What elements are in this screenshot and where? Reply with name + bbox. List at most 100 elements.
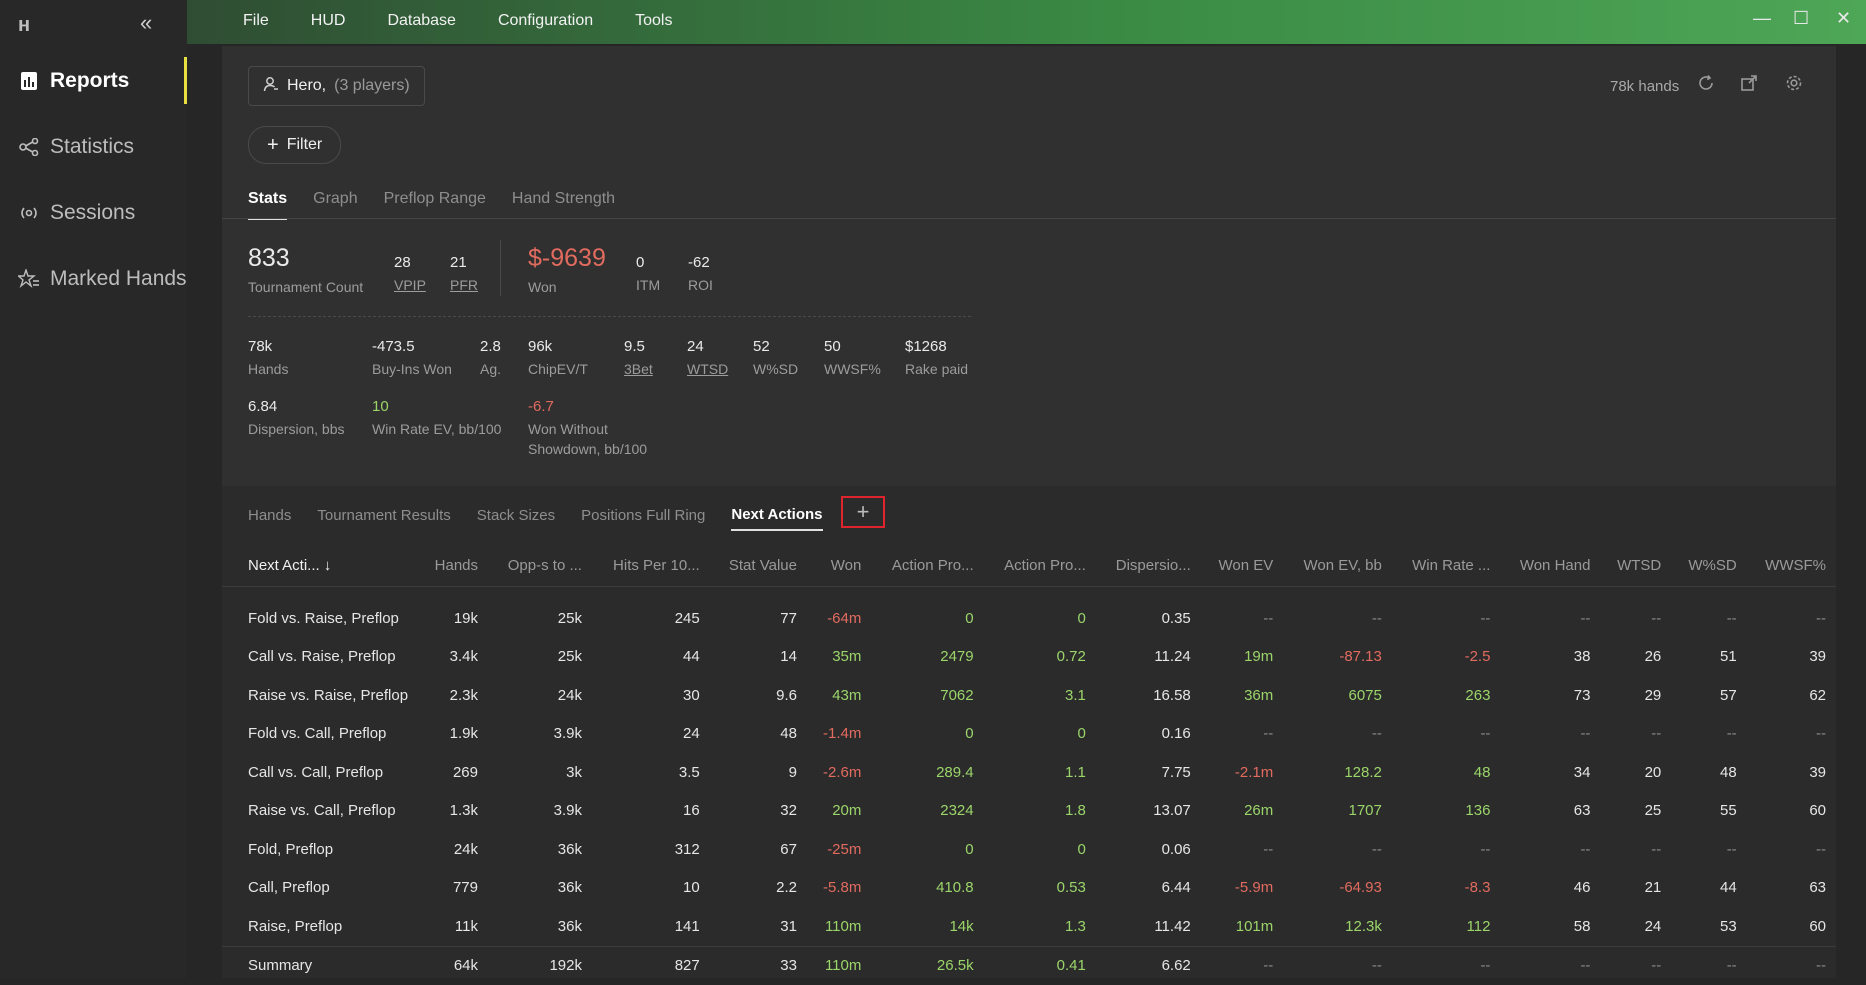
column-header[interactable]: Won — [807, 544, 871, 587]
table-cell: 2324 — [871, 792, 983, 831]
table-cell: 263 — [1392, 676, 1501, 715]
sidebar-item-marked-hands[interactable]: Marked Hands — [18, 259, 187, 299]
stat-buyins-won: -473.5 Buy-Ins Won — [372, 338, 452, 379]
table-cell: 1.1 — [984, 753, 1096, 792]
collapse-sidebar-icon[interactable]: « — [140, 10, 152, 36]
stat-dispersion: 6.84 Dispersion, bbs — [248, 398, 345, 439]
gear-icon[interactable] — [1785, 74, 1803, 97]
tab-stack-sizes[interactable]: Stack Sizes — [477, 507, 555, 530]
table-cell: 19m — [1201, 638, 1284, 677]
stat-vpip[interactable]: 28 VPIP — [394, 254, 426, 295]
sidebar-item-statistics[interactable]: Statistics — [18, 127, 134, 167]
column-header[interactable]: Hands — [418, 544, 488, 587]
filter-button[interactable]: + Filter — [248, 126, 341, 164]
menu-bar: File HUD Database Configuration Tools — [243, 0, 714, 42]
column-header[interactable]: Won Hand — [1500, 544, 1600, 587]
menu-database[interactable]: Database — [387, 12, 456, 30]
table-cell: -5.8m — [807, 869, 871, 908]
refresh-icon[interactable] — [1697, 74, 1715, 97]
sidebar-item-reports[interactable]: Reports — [18, 61, 129, 101]
table-cell: 0 — [984, 587, 1096, 638]
row-label: Raise vs. Raise, Preflop — [222, 676, 418, 715]
tab-stats[interactable]: Stats — [248, 190, 287, 220]
column-header[interactable]: Won EV, bb — [1283, 544, 1392, 587]
minimize-button[interactable]: — — [1753, 8, 1771, 29]
column-header[interactable]: Hits Per 10... — [592, 544, 710, 587]
table-cell: 48 — [1392, 753, 1501, 792]
tab-next-actions[interactable]: Next Actions — [731, 506, 822, 531]
table-cell: 16.58 — [1096, 676, 1201, 715]
column-header[interactable]: Action Pro... — [984, 544, 1096, 587]
column-header[interactable]: WTSD — [1600, 544, 1671, 587]
column-header[interactable]: Stat Value — [710, 544, 807, 587]
column-header[interactable]: Dispersio... — [1096, 544, 1201, 587]
table-cell: -- — [1671, 830, 1746, 869]
row-label: Call vs. Call, Preflop — [222, 753, 418, 792]
table-cell: 0.16 — [1096, 715, 1201, 754]
table-cell: -- — [1283, 946, 1392, 985]
table-cell: 26m — [1201, 792, 1284, 831]
table-cell: 0 — [871, 830, 983, 869]
row-label: Fold vs. Call, Preflop — [222, 715, 418, 754]
tab-hands[interactable]: Hands — [248, 507, 291, 530]
table-cell: 1707 — [1283, 792, 1392, 831]
table-cell: 60 — [1747, 792, 1836, 831]
stat-wtsd[interactable]: 24 WTSD — [687, 338, 728, 379]
table-cell: 26 — [1600, 638, 1671, 677]
column-header[interactable]: WWSF% — [1747, 544, 1836, 587]
column-header[interactable]: Next Acti... ↓ — [222, 544, 418, 587]
table-cell: 3.9k — [488, 715, 592, 754]
table-cell: 7062 — [871, 676, 983, 715]
table-cell: 19k — [418, 587, 488, 638]
tab-hand-strength[interactable]: Hand Strength — [512, 190, 615, 220]
table-cell: -- — [1600, 946, 1671, 985]
table-cell: -- — [1283, 715, 1392, 754]
column-header[interactable]: Won EV — [1201, 544, 1284, 587]
tab-preflop-range[interactable]: Preflop Range — [384, 190, 486, 220]
table-cell: 63 — [1747, 869, 1836, 908]
add-report-tab-button[interactable]: + — [841, 496, 885, 528]
sidebar-item-sessions[interactable]: Sessions — [18, 193, 135, 233]
stat-3bet[interactable]: 9.5 3Bet — [624, 338, 653, 379]
stat-roi: -62 ROI — [688, 254, 713, 295]
menu-file[interactable]: File — [243, 12, 269, 30]
broadcast-icon — [18, 202, 40, 224]
row-label: Fold, Preflop — [222, 830, 418, 869]
table-cell: -- — [1500, 830, 1600, 869]
menu-tools[interactable]: Tools — [635, 12, 672, 30]
table-cell: -- — [1671, 715, 1746, 754]
share-nodes-icon — [18, 136, 40, 158]
column-header[interactable]: W%SD — [1671, 544, 1746, 587]
column-header[interactable]: Opp-s to ... — [488, 544, 592, 587]
menu-configuration[interactable]: Configuration — [498, 12, 593, 30]
plus-icon: + — [267, 134, 279, 157]
player-selector-button[interactable]: Hero, (3 players) — [248, 66, 425, 106]
menu-hud[interactable]: HUD — [311, 12, 346, 30]
tab-positions-full-ring[interactable]: Positions Full Ring — [581, 507, 705, 530]
table-cell: -- — [1201, 587, 1284, 638]
column-header[interactable]: Win Rate ... — [1392, 544, 1501, 587]
table-cell: 11.24 — [1096, 638, 1201, 677]
table-cell: -64m — [807, 587, 871, 638]
tab-graph[interactable]: Graph — [313, 190, 357, 220]
close-button[interactable]: ✕ — [1836, 8, 1851, 29]
export-icon[interactable] — [1740, 74, 1758, 97]
tab-tournament-results[interactable]: Tournament Results — [317, 507, 450, 530]
stat-pfr[interactable]: 21 PFR — [450, 254, 478, 295]
dashed-divider — [248, 316, 971, 317]
column-header[interactable]: Action Pro... — [871, 544, 983, 587]
vertical-divider — [500, 240, 501, 296]
maximize-button[interactable]: ☐ — [1793, 8, 1809, 29]
table-cell: 60 — [1747, 907, 1836, 946]
table-cell: 58 — [1500, 907, 1600, 946]
